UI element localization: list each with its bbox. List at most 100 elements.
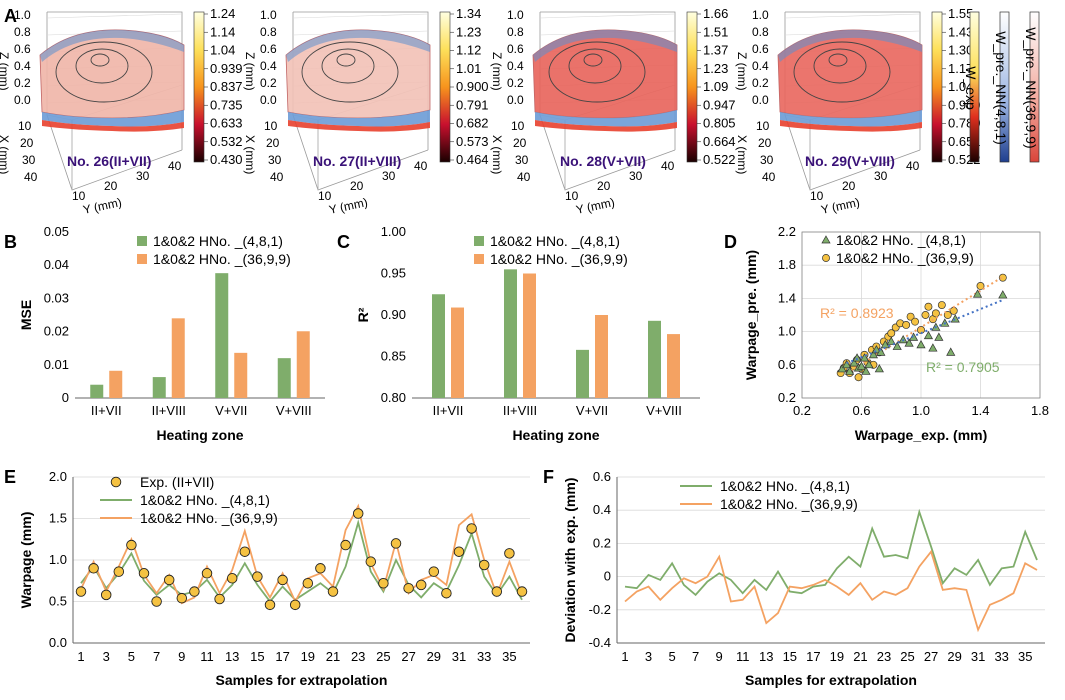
contour-line (548, 41, 646, 103)
y-tick-label: 0.04 (44, 257, 69, 272)
x-axis-title: Heating zone (156, 427, 243, 443)
x-tick-label: 15 (783, 649, 797, 664)
pred-surface-edge (535, 110, 677, 127)
data-point (113, 566, 125, 577)
legend-colorbar (969, 11, 980, 163)
x-tick-label: V+VIII (646, 403, 682, 418)
y-tick-label: 30 (382, 169, 396, 183)
y-tick-label: 10 (565, 189, 579, 203)
x-tick-label: 3 (103, 649, 110, 664)
y-tick-label: 2.2 (778, 224, 796, 239)
data-point (415, 579, 427, 591)
y-axis-title: Warpage_pre. (mm) (743, 250, 759, 380)
bar (277, 358, 291, 398)
x-tick-label: 0.6 (852, 403, 870, 418)
surface-label: No. 29(V+VIII) (805, 153, 895, 169)
scatter-point (931, 309, 940, 318)
colorbar-label: 1.14 (210, 24, 235, 39)
legend-colorbar (1029, 11, 1040, 163)
pred-surface-top (40, 29, 184, 62)
legend-bar-label: W_exp (963, 66, 979, 110)
surface-label: No. 28(V+VII) (560, 153, 646, 169)
z-axis-label: Z (mm) (735, 52, 749, 91)
panel-label: E (4, 467, 16, 487)
legend-label: 1&0&2 HNo. _(4,8,1) (140, 492, 270, 508)
pred-surface-edge-red (535, 120, 677, 132)
data-point (289, 599, 301, 611)
x-tick-label: 35 (1018, 649, 1032, 664)
colorbar-label: 0.664 (703, 134, 736, 149)
x-tick-label: 7 (153, 649, 160, 664)
y-tick-label: 10 (810, 189, 824, 203)
colorbar-label: 1.04 (948, 79, 973, 94)
panel-b-mse-chart: 0 0.01 0.02 0.03 0.04 0.05 MSE II+VII II+VIII V+V… (18, 224, 325, 443)
x-tick-label: V+VII (576, 403, 608, 418)
data-point (365, 556, 377, 567)
colorbar-label: 1.23 (703, 61, 728, 76)
y-tick-label: 0.03 (44, 290, 69, 305)
z-tick-label: 0.2 (14, 76, 31, 90)
x-tick-label: 40 (24, 170, 38, 184)
panel-label: C (337, 232, 350, 252)
scatter-point (864, 359, 874, 369)
data-point (252, 571, 263, 582)
x-tick-label: 20 (513, 136, 527, 150)
y-tick-label: 0 (62, 390, 69, 405)
series-line (80, 503, 523, 605)
data-point (516, 586, 528, 597)
y-tick-label: 0 (604, 569, 611, 584)
contour-line (828, 53, 848, 67)
y-tick-label: 10 (72, 189, 86, 203)
colorbar-label: 0.791 (456, 97, 489, 112)
surface-plot: 1.0 0.8 0.6 0.4 0.2 0.0Z (mm) 10 20 30 40 X (mm) 10… (490, 6, 736, 217)
legend-label: 1&0&2 HNo. _(36,9,9) (836, 250, 974, 266)
x-tick-label: 20 (758, 136, 772, 150)
z-tick-label: 0.6 (260, 42, 277, 56)
scatter-point (924, 302, 933, 311)
x-tick-label: 19 (830, 649, 844, 664)
scatter-point (998, 290, 1008, 299)
colorbar-label: 0.939 (210, 61, 243, 76)
x-tick-label: 9 (716, 649, 723, 664)
panel-labels: A B C D E F (4, 6, 737, 487)
colorbar-label: 1.24 (210, 6, 235, 21)
colorbar-label: 0.573 (456, 134, 489, 149)
bar (595, 315, 608, 398)
bar (504, 269, 517, 398)
x-tick-label: 10 (756, 119, 770, 133)
panel-a-legend-bars: W_exp W_pre._NN(4,8,1) W_pre._NN(36,9,9) (963, 11, 1040, 163)
y-tick-label: 10 (318, 189, 332, 203)
y-tick-label: 0.05 (44, 224, 69, 239)
bar (451, 307, 464, 398)
x-tick-label: 27 (924, 649, 938, 664)
y-tick-label: 2.0 (49, 469, 67, 484)
legend-label: Exp. (II+VII) (140, 474, 214, 490)
x-tick-label: 30 (515, 153, 529, 167)
z-tick-label: 1.0 (260, 8, 277, 22)
data-point (126, 539, 137, 551)
x-tick-label: II+VII (91, 403, 122, 418)
colorbar-label: 0.805 (703, 116, 736, 131)
contour-line (55, 41, 153, 103)
colorbar-label: 1.01 (456, 61, 481, 76)
data-point (352, 508, 364, 519)
pred-surface-edge-red (780, 120, 922, 132)
pred-surface-edge (288, 110, 430, 127)
scatter-point (946, 347, 956, 356)
panel-f-deviation-chart: -0.4 -0.2 0 0.2 0.4 0.6 Deviation with exp. (m… (562, 469, 1045, 688)
legend-label: 1&0&2 HNo. _(4,8,1) (836, 232, 966, 248)
data-point (315, 563, 326, 574)
y-tick-label: 30 (136, 169, 150, 183)
y-axis-title: MSE (18, 300, 34, 330)
bar (152, 377, 166, 398)
x-tick-label: 20 (20, 136, 34, 150)
scatter-point (876, 347, 886, 356)
bar (215, 273, 229, 398)
scatter-point (842, 359, 852, 369)
y-tick-label: 0.2 (593, 535, 611, 550)
y-axis-label: Y (mm) (82, 195, 123, 217)
y-tick-label: 1.0 (778, 324, 796, 339)
panel-d-scatter-chart: 0.2 0.6 1.0 1.4 1.8 2.2 Warpage_pre. (mm) 0.2 0.… (743, 224, 1049, 443)
y-tick-label: 20 (842, 179, 856, 193)
